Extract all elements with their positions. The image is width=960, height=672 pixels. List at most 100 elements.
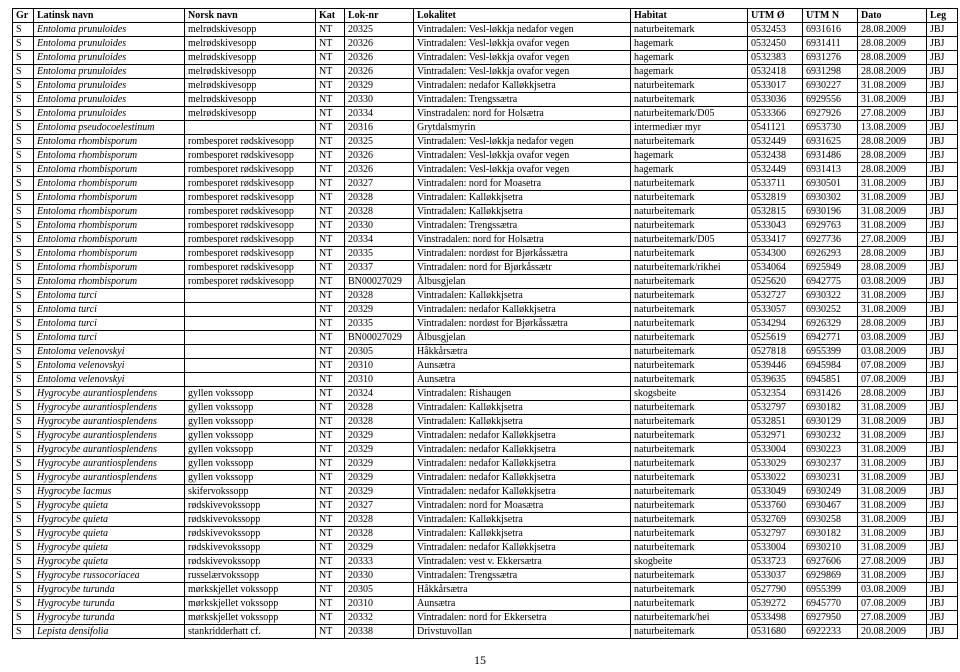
table-row: SEntoloma pseudocoelestinumNT20316Grytda… <box>13 121 958 135</box>
cell-nor: melrødskivesopp <box>185 65 316 79</box>
cell-nor: rødskivevokssopp <box>185 527 316 541</box>
table-row: SEntoloma prunuloidesmelrødskivesoppNT20… <box>13 23 958 37</box>
cell-kat: NT <box>316 135 345 149</box>
cell-utmo: 0533366 <box>748 107 803 121</box>
cell-utmo: 0533057 <box>748 303 803 317</box>
table-row: SHygrocybe quietarødskivevokssoppNT20329… <box>13 541 958 555</box>
cell-leg: JBJ <box>927 177 958 191</box>
cell-kat: NT <box>316 163 345 177</box>
cell-nor: rombesporet rødskivesopp <box>185 247 316 261</box>
cell-utmn: 6931486 <box>803 149 858 163</box>
cell-leg: JBJ <box>927 359 958 373</box>
cell-kat: NT <box>316 317 345 331</box>
cell-loka: Ålbusgjelan <box>414 331 631 345</box>
cell-loka: Vintradalen: nedafor Kalløkkjsetra <box>414 79 631 93</box>
cell-nor: rombesporet rødskivesopp <box>185 261 316 275</box>
cell-loka: Vintradalen: Vesl-løkkja nedafor vegen <box>414 135 631 149</box>
cell-gr: S <box>13 373 34 387</box>
cell-dato: 31.08.2009 <box>858 471 927 485</box>
cell-gr: S <box>13 625 34 639</box>
cell-utmo: 0533723 <box>748 555 803 569</box>
cell-lat: Entoloma rhombisporum <box>34 135 185 149</box>
cell-lat: Entoloma prunuloides <box>34 65 185 79</box>
cell-utmn: 6930302 <box>803 191 858 205</box>
cell-utmn: 6955399 <box>803 583 858 597</box>
cell-nor: melrødskivesopp <box>185 107 316 121</box>
cell-utmn: 6930227 <box>803 79 858 93</box>
cell-gr: S <box>13 275 34 289</box>
cell-lat: Entoloma rhombisporum <box>34 149 185 163</box>
cell-dato: 28.08.2009 <box>858 317 927 331</box>
cell-loka: Vintradalen: Kalløkkjsetra <box>414 401 631 415</box>
cell-utmo: 0532727 <box>748 289 803 303</box>
cell-utmo: 0533498 <box>748 611 803 625</box>
cell-hab: naturbeitemark/D05 <box>631 107 748 121</box>
cell-hab: naturbeitemark <box>631 345 748 359</box>
cell-hab: naturbeitemark <box>631 527 748 541</box>
cell-utmn: 6930129 <box>803 415 858 429</box>
cell-dato: 31.08.2009 <box>858 429 927 443</box>
cell-dato: 28.08.2009 <box>858 163 927 177</box>
cell-utmn: 6927736 <box>803 233 858 247</box>
table-row: SHygrocybe quietarødskivevokssoppNT20333… <box>13 555 958 569</box>
cell-loka: Vintradalen: Vesl-løkkja nedafor vegen <box>414 23 631 37</box>
col-header-hab: Habitat <box>631 9 748 23</box>
cell-utmo: 0533043 <box>748 219 803 233</box>
cell-loka: Drivstuvollan <box>414 625 631 639</box>
cell-gr: S <box>13 331 34 345</box>
cell-loka: Vintradalen: nordøst for Bjørkåssætra <box>414 317 631 331</box>
table-row: SHygrocybe aurantiosplendensgyllen vokss… <box>13 471 958 485</box>
cell-loka: Vinstradalen: nord for Holsætra <box>414 233 631 247</box>
cell-lat: Entoloma rhombisporum <box>34 247 185 261</box>
cell-lok: 20334 <box>345 107 414 121</box>
cell-nor: rombesporet rødskivesopp <box>185 149 316 163</box>
table-row: SEntoloma turciNT20329Vintradalen: nedaf… <box>13 303 958 317</box>
cell-utmn: 6930182 <box>803 527 858 541</box>
cell-lok: 20310 <box>345 359 414 373</box>
cell-lok: 20334 <box>345 233 414 247</box>
cell-nor: russelærvokssopp <box>185 569 316 583</box>
col-header-nor: Norsk navn <box>185 9 316 23</box>
cell-utmn: 6930322 <box>803 289 858 303</box>
cell-gr: S <box>13 429 34 443</box>
cell-nor: rombesporet rødskivesopp <box>185 135 316 149</box>
cell-loka: Vintradalen: nedafor Kalløkkjsetra <box>414 429 631 443</box>
cell-kat: NT <box>316 457 345 471</box>
cell-gr: S <box>13 79 34 93</box>
cell-utmn: 6931298 <box>803 65 858 79</box>
cell-dato: 27.08.2009 <box>858 233 927 247</box>
table-row: SEntoloma turciNTBN00027029Ålbusgjelanna… <box>13 331 958 345</box>
cell-nor: melrødskivesopp <box>185 51 316 65</box>
cell-leg: JBJ <box>927 261 958 275</box>
cell-kat: NT <box>316 401 345 415</box>
cell-nor: melrødskivesopp <box>185 37 316 51</box>
cell-loka: Vintradalen: Vesl-løkkja ovafor vegen <box>414 163 631 177</box>
cell-lok: 20305 <box>345 583 414 597</box>
col-header-gr: Gr <box>13 9 34 23</box>
col-header-lat: Latinsk navn <box>34 9 185 23</box>
cell-lok: 20328 <box>345 289 414 303</box>
cell-utmo: 0533049 <box>748 485 803 499</box>
cell-nor: gyllen vokssopp <box>185 429 316 443</box>
cell-lat: Lepista densifolia <box>34 625 185 639</box>
cell-nor <box>185 317 316 331</box>
cell-kat: NT <box>316 597 345 611</box>
cell-hab: naturbeitemark <box>631 79 748 93</box>
cell-lat: Entoloma rhombisporum <box>34 205 185 219</box>
cell-kat: NT <box>316 625 345 639</box>
cell-leg: JBJ <box>927 37 958 51</box>
cell-lok: 20326 <box>345 65 414 79</box>
cell-lat: Entoloma prunuloides <box>34 23 185 37</box>
cell-loka: Vintradalen: Vesl-løkkja ovafor vegen <box>414 149 631 163</box>
cell-lok: 20330 <box>345 569 414 583</box>
cell-nor: rødskivevokssopp <box>185 513 316 527</box>
cell-leg: JBJ <box>927 415 958 429</box>
cell-utmo: 0533017 <box>748 79 803 93</box>
cell-dato: 31.08.2009 <box>858 499 927 513</box>
cell-nor <box>185 121 316 135</box>
cell-lat: Entoloma turci <box>34 331 185 345</box>
cell-utmn: 6930196 <box>803 205 858 219</box>
cell-hab: naturbeitemark <box>631 23 748 37</box>
cell-lat: Hygrocybe aurantiosplendens <box>34 429 185 443</box>
cell-hab: naturbeitemark <box>631 597 748 611</box>
